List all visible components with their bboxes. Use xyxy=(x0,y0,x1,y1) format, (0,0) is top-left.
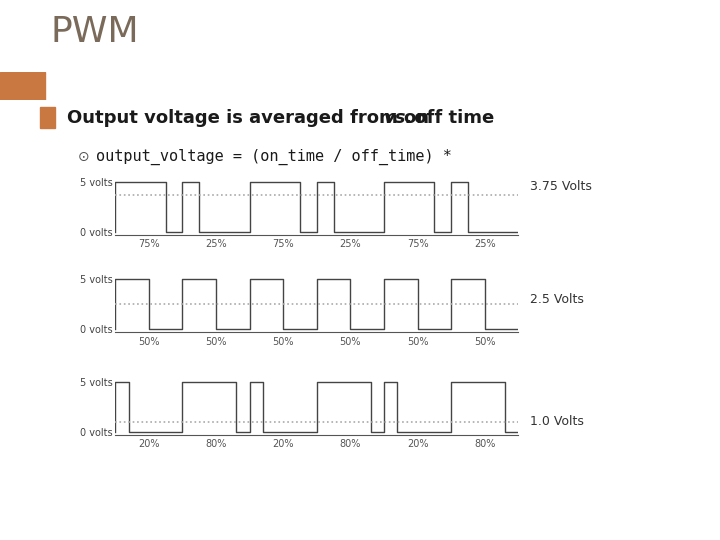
Text: output_voltage = (on_time / off_time) *: output_voltage = (on_time / off_time) * xyxy=(96,148,451,165)
Text: 20%: 20% xyxy=(407,439,428,449)
Text: Output voltage is averaged from on: Output voltage is averaged from on xyxy=(67,109,435,127)
Text: 80%: 80% xyxy=(340,439,361,449)
Text: 50%: 50% xyxy=(340,336,361,347)
Bar xyxy=(40,107,55,127)
Text: 20%: 20% xyxy=(272,439,294,449)
Text: PWM: PWM xyxy=(50,16,139,49)
Text: 50%: 50% xyxy=(138,336,160,347)
Bar xyxy=(0,72,45,100)
Text: 1.0 Volts: 1.0 Volts xyxy=(531,415,585,428)
Text: ⊙: ⊙ xyxy=(78,150,89,164)
Text: 50%: 50% xyxy=(474,336,495,347)
Text: 50%: 50% xyxy=(407,336,428,347)
Text: 20%: 20% xyxy=(138,439,160,449)
Text: 3.75 Volts: 3.75 Volts xyxy=(531,180,593,193)
Text: 2.5 Volts: 2.5 Volts xyxy=(531,293,585,306)
Text: 80%: 80% xyxy=(205,439,227,449)
Text: off time: off time xyxy=(408,109,495,127)
Text: vs.: vs. xyxy=(384,109,413,127)
Text: 75%: 75% xyxy=(138,239,160,249)
Text: 25%: 25% xyxy=(340,239,361,249)
Text: 50%: 50% xyxy=(272,336,294,347)
Text: 25%: 25% xyxy=(205,239,227,249)
Text: 80%: 80% xyxy=(474,439,495,449)
Text: 75%: 75% xyxy=(407,239,428,249)
Text: 50%: 50% xyxy=(205,336,227,347)
Text: 75%: 75% xyxy=(272,239,294,249)
Text: 25%: 25% xyxy=(474,239,495,249)
